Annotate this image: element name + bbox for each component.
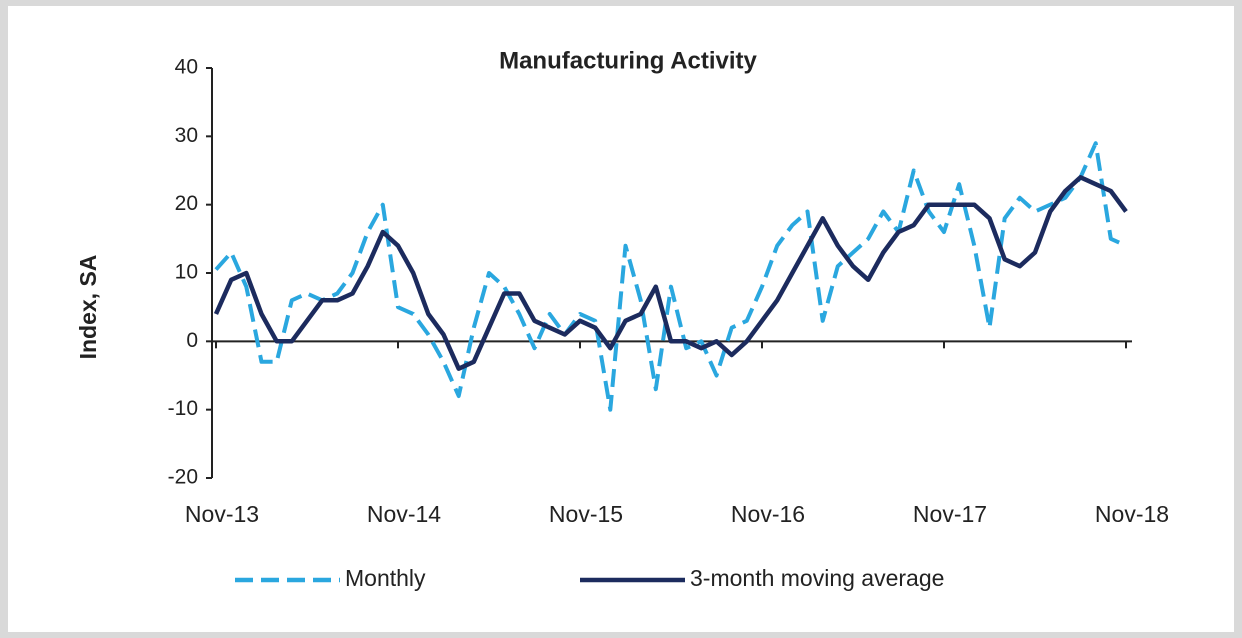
data-line — [214, 141, 1127, 412]
y-tick-label: 30 — [175, 124, 198, 147]
data-line — [213, 175, 1128, 371]
chart-background — [8, 6, 1234, 632]
y-tick-label: 20 — [175, 192, 198, 215]
x-tick-label: Nov-16 — [731, 501, 805, 527]
x-tick-label: Nov-14 — [367, 501, 441, 527]
legend-label: Monthly — [345, 565, 426, 591]
x-tick-label: Nov-18 — [1095, 501, 1169, 527]
x-tick-label: Nov-15 — [549, 501, 623, 527]
y-axis-label: Index, SA — [75, 255, 101, 360]
x-tick-label: Nov-13 — [185, 501, 259, 527]
y-tick-label: -20 — [168, 466, 198, 489]
y-tick-label: 40 — [175, 56, 198, 79]
legend-label: 3-month moving average — [690, 565, 944, 591]
x-tick-label: Nov-17 — [913, 501, 987, 527]
chart-title: Manufacturing Activity — [499, 47, 757, 74]
y-tick-label: 0 — [186, 329, 198, 352]
y-tick-label: 10 — [175, 261, 198, 284]
y-tick-label: -10 — [168, 397, 198, 420]
